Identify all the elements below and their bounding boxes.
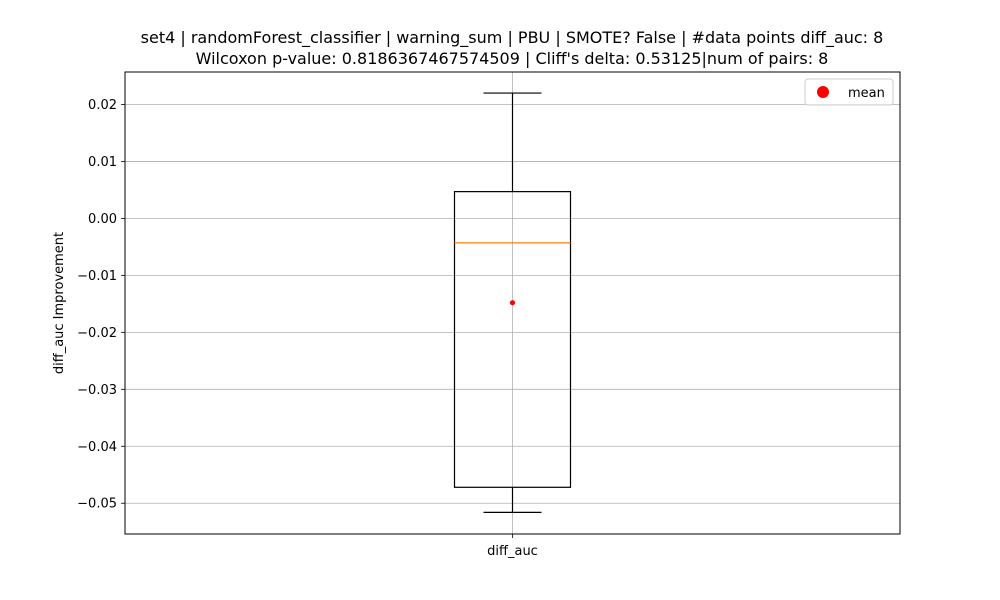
y-tick-label: −0.02: [77, 326, 117, 341]
y-tick-label: 0.01: [88, 155, 117, 170]
y-axis-label: diff_auc Improvement: [52, 232, 67, 374]
chart-title: set4 | randomForest_classifier | warning…: [141, 28, 884, 48]
y-tick-label: 0.00: [88, 212, 117, 227]
legend-mean-label: mean: [848, 86, 885, 101]
chart-subtitle: Wilcoxon p-value: 0.8186367467574509 | C…: [196, 49, 829, 68]
mean-marker: [509, 300, 516, 306]
y-tick-label: −0.03: [77, 383, 117, 398]
y-tick-label: −0.01: [77, 269, 117, 284]
y-tick-label: −0.05: [77, 497, 117, 512]
legend-mean-marker: [817, 86, 829, 98]
y-axis-ticks: 0.02 0.01 0.00 −0.01 −0.02 −0.03 −0.04 −0.05: [77, 98, 125, 512]
legend: mean: [804, 78, 894, 106]
x-axis-ticks: diff_auc: [487, 534, 538, 559]
y-tick-label: −0.04: [77, 440, 117, 455]
legend-frame: [804, 78, 894, 106]
plot-frame: [124, 71, 901, 535]
y-tick-label: 0.02: [88, 98, 117, 113]
box-plot: [453, 92, 572, 513]
interquartile-box: [453, 191, 572, 488]
x-tick-label: diff_auc: [487, 544, 538, 559]
